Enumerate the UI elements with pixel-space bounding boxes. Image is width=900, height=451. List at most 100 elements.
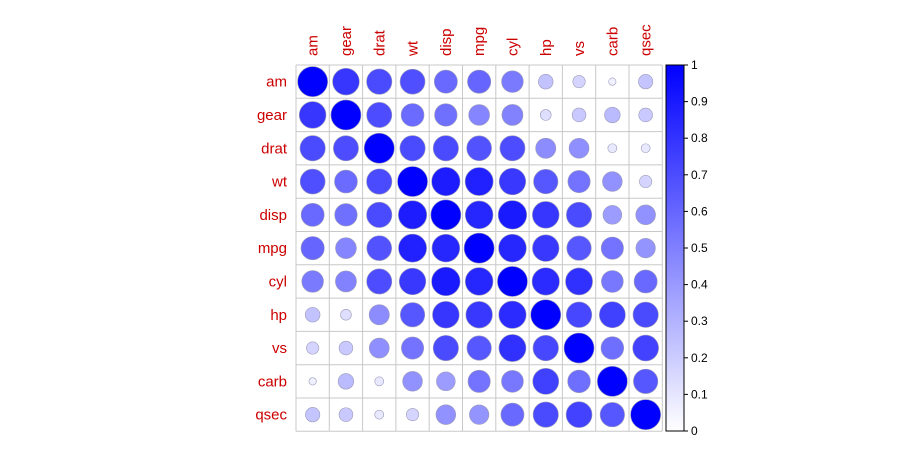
corr-circle-am-carb bbox=[608, 77, 617, 86]
corr-circle-hp-disp bbox=[432, 301, 460, 329]
colorbar-gradient bbox=[665, 64, 685, 432]
col-label-vs: vs bbox=[571, 41, 588, 56]
col-label-cyl: cyl bbox=[504, 38, 521, 56]
corr-circle-gear-disp bbox=[434, 103, 458, 127]
colorbar-tick-label: 0.6 bbox=[691, 204, 708, 218]
corr-circle-am-am bbox=[297, 66, 329, 97]
col-label-am: am bbox=[305, 35, 322, 56]
corr-circle-cyl-cyl bbox=[497, 266, 528, 297]
corr-circle-cyl-am bbox=[301, 270, 324, 293]
corr-circle-drat-wt bbox=[399, 135, 426, 162]
corr-circle-hp-am bbox=[304, 307, 321, 323]
corr-circle-cyl-qsec bbox=[633, 269, 658, 294]
corr-circle-carb-cyl bbox=[501, 370, 524, 393]
row-label-mpg: mpg bbox=[258, 240, 287, 257]
corr-circle-vs-vs bbox=[563, 332, 595, 364]
row-labels: am gear drat wt disp mpg cyl hp vs carb qsec bbox=[255, 74, 288, 424]
corr-circle-qsec-mpg bbox=[469, 404, 490, 425]
colorbar-tick-label: 1 bbox=[691, 58, 698, 72]
corr-circle-carb-carb bbox=[596, 366, 628, 397]
corr-circle-hp-cyl bbox=[498, 300, 527, 329]
corr-circle-gear-vs bbox=[571, 107, 587, 123]
corr-circle-drat-am bbox=[299, 135, 326, 162]
row-label-disp: disp bbox=[259, 207, 287, 224]
corr-circle-drat-qsec bbox=[640, 143, 651, 154]
colorbar-tick-label: 0.3 bbox=[691, 314, 708, 328]
corr-circle-gear-carb bbox=[604, 106, 621, 124]
grid bbox=[295, 64, 663, 432]
row-label-gear: gear bbox=[257, 107, 287, 124]
corr-circle-gear-am bbox=[298, 101, 327, 129]
corr-circle-mpg-drat bbox=[366, 235, 392, 261]
row-label-carb: carb bbox=[258, 373, 287, 390]
row-label-am: am bbox=[266, 74, 287, 91]
colorbar: 0 0.1 0.2 0.3 0.4 0.5 0.6 0.7 0.8 0.9 1 bbox=[665, 58, 708, 438]
colorbar-tick-label: 0.1 bbox=[691, 387, 708, 401]
row-label-vs: vs bbox=[272, 340, 287, 357]
corr-circle-gear-wt bbox=[400, 103, 425, 127]
corr-circle-am-vs bbox=[572, 75, 586, 89]
corr-circle-disp-am bbox=[300, 202, 325, 227]
corr-circle-vs-gear bbox=[338, 340, 354, 356]
corr-circle-qsec-cyl bbox=[500, 402, 525, 427]
corr-circle-hp-wt bbox=[400, 302, 426, 328]
corr-circle-drat-vs bbox=[568, 137, 590, 159]
colorbar-tick-label: 0.5 bbox=[691, 241, 708, 255]
col-label-drat: drat bbox=[371, 29, 388, 56]
colorbar-tick-label: 0.4 bbox=[691, 278, 708, 292]
corr-circle-wt-mpg bbox=[464, 167, 494, 196]
corr-circle-vs-cyl bbox=[498, 334, 527, 362]
corr-circle-gear-gear bbox=[330, 99, 362, 131]
corr-circle-wt-wt bbox=[397, 166, 428, 197]
colorbar-tick-label: 0.7 bbox=[691, 168, 708, 182]
corr-circle-gear-cyl bbox=[501, 104, 524, 126]
col-label-mpg: mpg bbox=[471, 27, 488, 56]
col-label-wt: wt bbox=[405, 40, 422, 57]
col-label-qsec: qsec bbox=[638, 24, 655, 56]
col-label-disp: disp bbox=[438, 28, 455, 56]
corr-circle-cyl-gear bbox=[335, 270, 357, 293]
corr-circle-carb-drat bbox=[374, 376, 385, 387]
corr-circle-am-cyl bbox=[501, 70, 524, 93]
corr-circle-drat-carb bbox=[607, 143, 618, 154]
corr-circle-qsec-qsec bbox=[630, 399, 662, 431]
corr-circle-am-wt bbox=[399, 68, 426, 95]
corr-circle-drat-mpg bbox=[466, 135, 492, 161]
corr-circle-disp-disp bbox=[430, 199, 462, 231]
corr-circle-cyl-mpg bbox=[464, 267, 494, 296]
corr-circle-mpg-cyl bbox=[498, 233, 527, 263]
colorbar-tick-label: 0.8 bbox=[691, 131, 708, 145]
row-label-hp: hp bbox=[270, 307, 287, 324]
corr-circle-vs-disp bbox=[432, 335, 459, 362]
col-label-gear: gear bbox=[338, 26, 355, 56]
corr-circle-qsec-vs bbox=[565, 401, 593, 428]
corr-circle-wt-qsec bbox=[639, 175, 653, 189]
corr-circle-disp-vs bbox=[566, 201, 593, 228]
corr-circle-drat-hp bbox=[535, 137, 557, 159]
corr-circle-wt-cyl bbox=[498, 167, 527, 196]
row-label-qsec: qsec bbox=[255, 407, 287, 424]
corr-circle-vs-wt bbox=[401, 336, 425, 360]
corr-circle-wt-drat bbox=[366, 168, 393, 195]
corr-circle-carb-gear bbox=[337, 373, 355, 390]
corr-circle-gear-hp bbox=[540, 109, 552, 121]
corr-circle-cyl-carb bbox=[601, 270, 624, 293]
corr-circle-cyl-wt bbox=[398, 267, 427, 296]
corr-circle-disp-wt bbox=[398, 200, 428, 230]
corr-circle-qsec-gear bbox=[338, 407, 354, 422]
corr-circle-vs-hp bbox=[532, 334, 559, 362]
corr-circle-disp-gear bbox=[334, 203, 358, 227]
row-label-wt: wt bbox=[271, 174, 288, 191]
corr-circle-carb-qsec bbox=[633, 368, 659, 394]
corr-circle-mpg-mpg bbox=[463, 232, 495, 264]
corr-circle-hp-mpg bbox=[465, 301, 493, 329]
corr-circle-qsec-carb bbox=[599, 402, 625, 428]
corr-circle-drat-cyl bbox=[499, 135, 526, 162]
row-label-drat: drat bbox=[261, 140, 288, 157]
corr-circle-wt-carb bbox=[602, 171, 623, 192]
corr-circle-cyl-drat bbox=[366, 268, 393, 295]
corr-circle-vs-carb bbox=[600, 336, 625, 360]
corr-circle-disp-cyl bbox=[497, 200, 528, 230]
